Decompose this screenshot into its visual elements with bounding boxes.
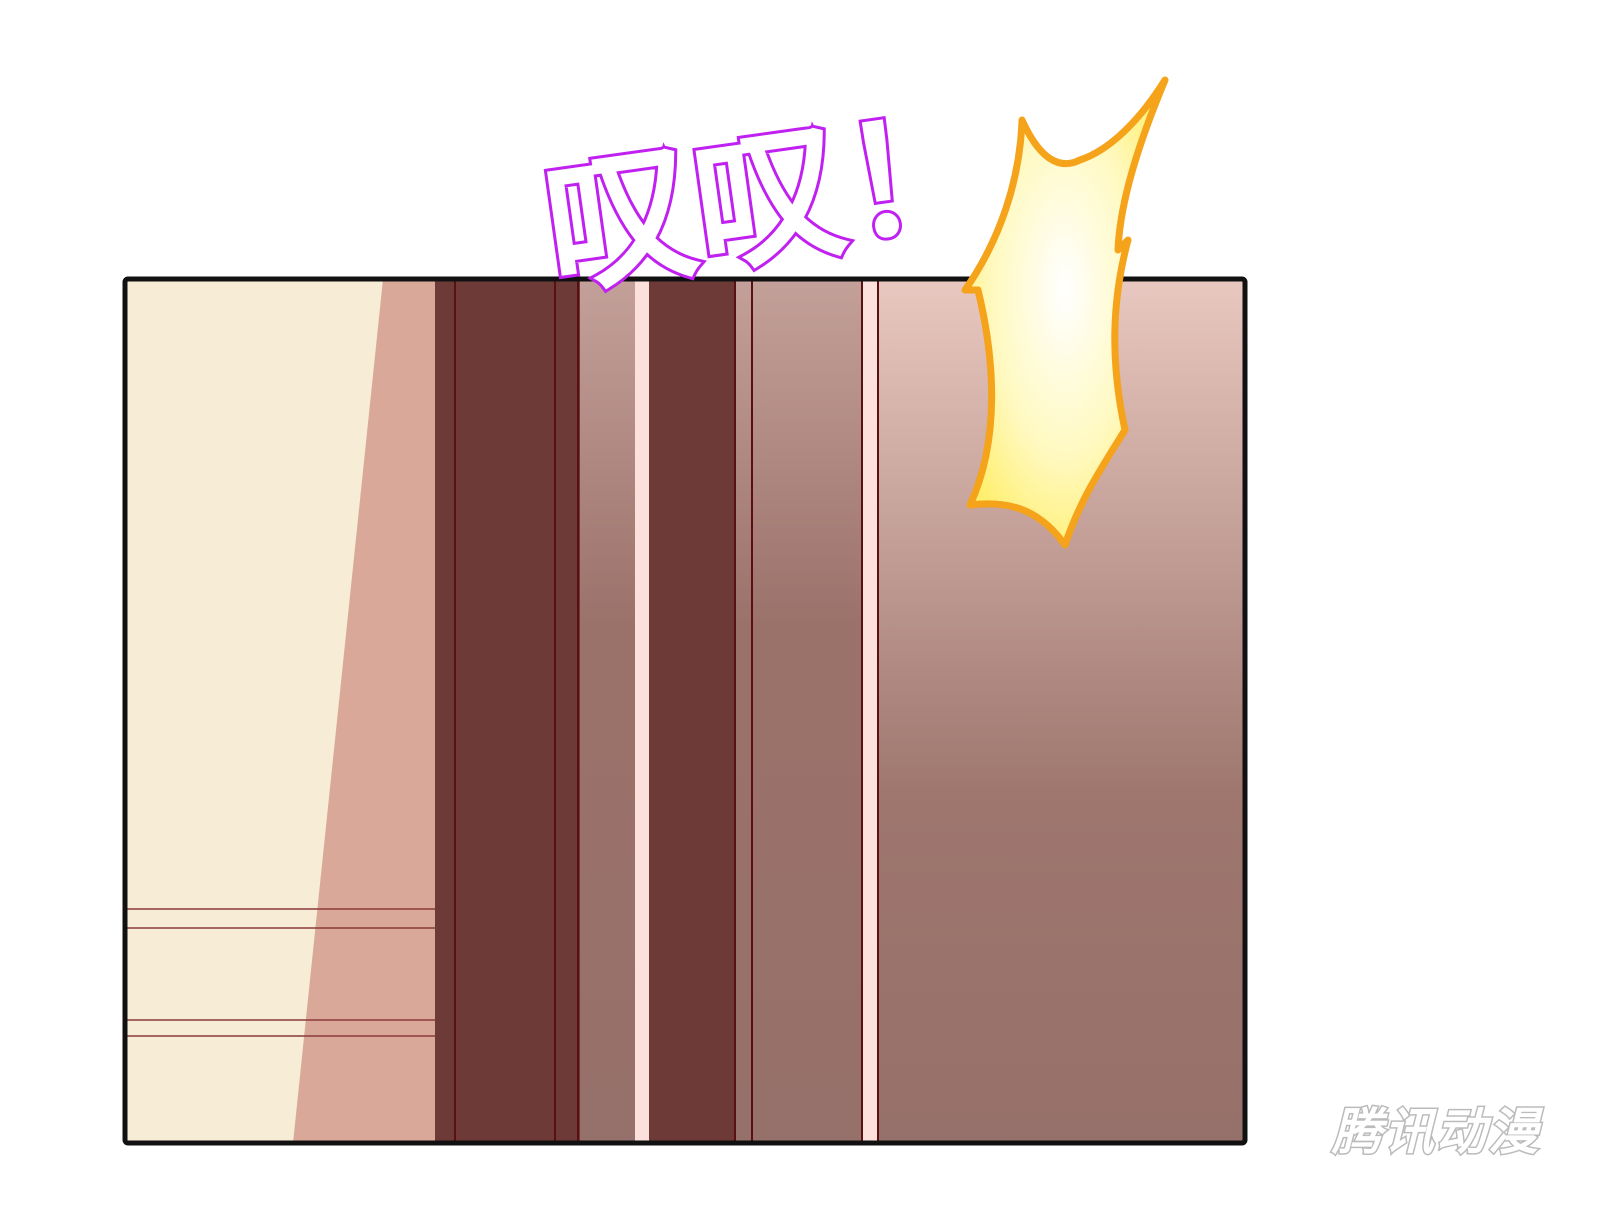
door-frame-dark [435, 279, 580, 1143]
impact-burst [961, 76, 1169, 549]
watermark-logo: 腾讯动漫 [1331, 1102, 1540, 1163]
panel-border [122, 276, 1248, 1146]
wall-shadow [293, 279, 435, 1143]
panel-background [125, 279, 1245, 1143]
